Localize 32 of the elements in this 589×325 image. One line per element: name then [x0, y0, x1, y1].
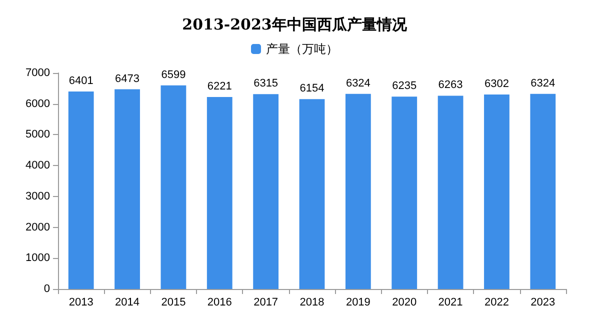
legend-label: 产量（万吨）	[266, 42, 338, 56]
x-tick-label: 2014	[115, 296, 140, 308]
data-label: 6315	[254, 78, 278, 90]
data-label: 6401	[68, 74, 94, 87]
y-tick-label: 1000	[26, 252, 50, 264]
y-tick-label: 3000	[26, 190, 50, 202]
y-tick-label: 4000	[26, 160, 50, 172]
data-label: 6599	[161, 68, 186, 81]
data-label: 6154	[300, 82, 324, 95]
x-tick-label: 2021	[438, 296, 463, 308]
y-tick-label: 5000	[26, 128, 50, 141]
x-tick-label: 2023	[530, 296, 556, 308]
data-label: 6324	[346, 77, 370, 90]
data-label: 6473	[115, 72, 140, 85]
data-label: 6302	[484, 78, 509, 90]
data-label: 6221	[207, 80, 232, 93]
x-tick-label: 2018	[300, 296, 324, 308]
data-label: 6263	[438, 79, 463, 92]
x-tick-label: 2020	[392, 296, 417, 308]
x-tick-label: 2015	[161, 296, 186, 308]
x-tick-label: 2016	[207, 296, 232, 308]
y-tick-label: 0	[44, 283, 50, 295]
x-tick-label: 2017	[254, 296, 278, 308]
data-label: 6235	[392, 80, 417, 92]
data-label: 6324	[530, 77, 556, 90]
y-tick-label: 6000	[26, 98, 50, 110]
y-tick-label: 7000	[26, 67, 50, 79]
y-tick-label: 2000	[26, 221, 50, 234]
x-tick-label: 2013	[68, 296, 94, 308]
x-tick-label: 2019	[346, 296, 370, 308]
chart-title: 2013-2023年中国西瓜产量情况	[182, 16, 408, 34]
x-tick-label: 2022	[484, 296, 509, 308]
